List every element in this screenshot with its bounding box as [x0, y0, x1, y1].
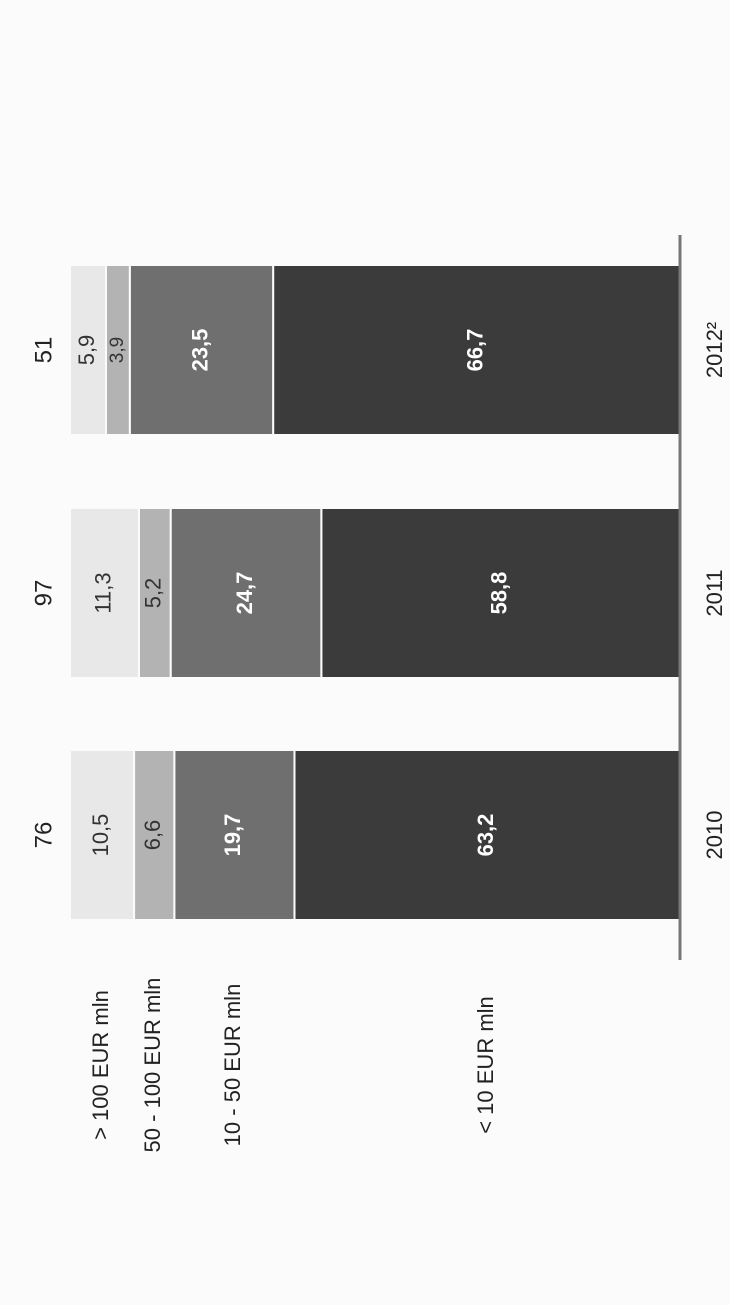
legend-label: > 100 EUR mln [88, 990, 113, 1140]
legend-label: 50 - 100 EUR mln [140, 978, 165, 1153]
value-label: 3,9 [107, 337, 128, 363]
value-label: 63,2 [473, 814, 498, 857]
value-label: 19,7 [220, 814, 245, 857]
x-tick-label: 2012² [702, 322, 727, 378]
bar-segment [69, 507, 140, 679]
value-label: 66,7 [462, 329, 487, 372]
value-label: 24,7 [232, 572, 257, 615]
x-tick-label: 2010 [702, 811, 727, 860]
legend-label: 10 - 50 EUR mln [220, 984, 245, 1147]
total-label: 97 [30, 580, 57, 607]
total-label: 76 [30, 822, 57, 849]
total-label: 51 [30, 337, 57, 364]
legend-label: < 10 EUR mln [473, 996, 498, 1134]
value-label: 11,3 [90, 572, 115, 613]
rotated-plot: 63,2 < 10 EUR mln 19,7 10 - 50 EUR mln 6,6 50… [30, 235, 727, 1153]
value-label: 6,6 [140, 820, 165, 851]
value-label: 5,9 [74, 335, 99, 366]
value-label: 23,5 [187, 329, 212, 372]
bar-segment [69, 264, 107, 436]
x-tick-label: 2011 [702, 569, 727, 616]
bar-segment [69, 749, 136, 921]
value-label: 58,8 [486, 572, 511, 615]
value-label: 10,5 [88, 814, 113, 857]
value-label: 5,2 [141, 578, 166, 609]
